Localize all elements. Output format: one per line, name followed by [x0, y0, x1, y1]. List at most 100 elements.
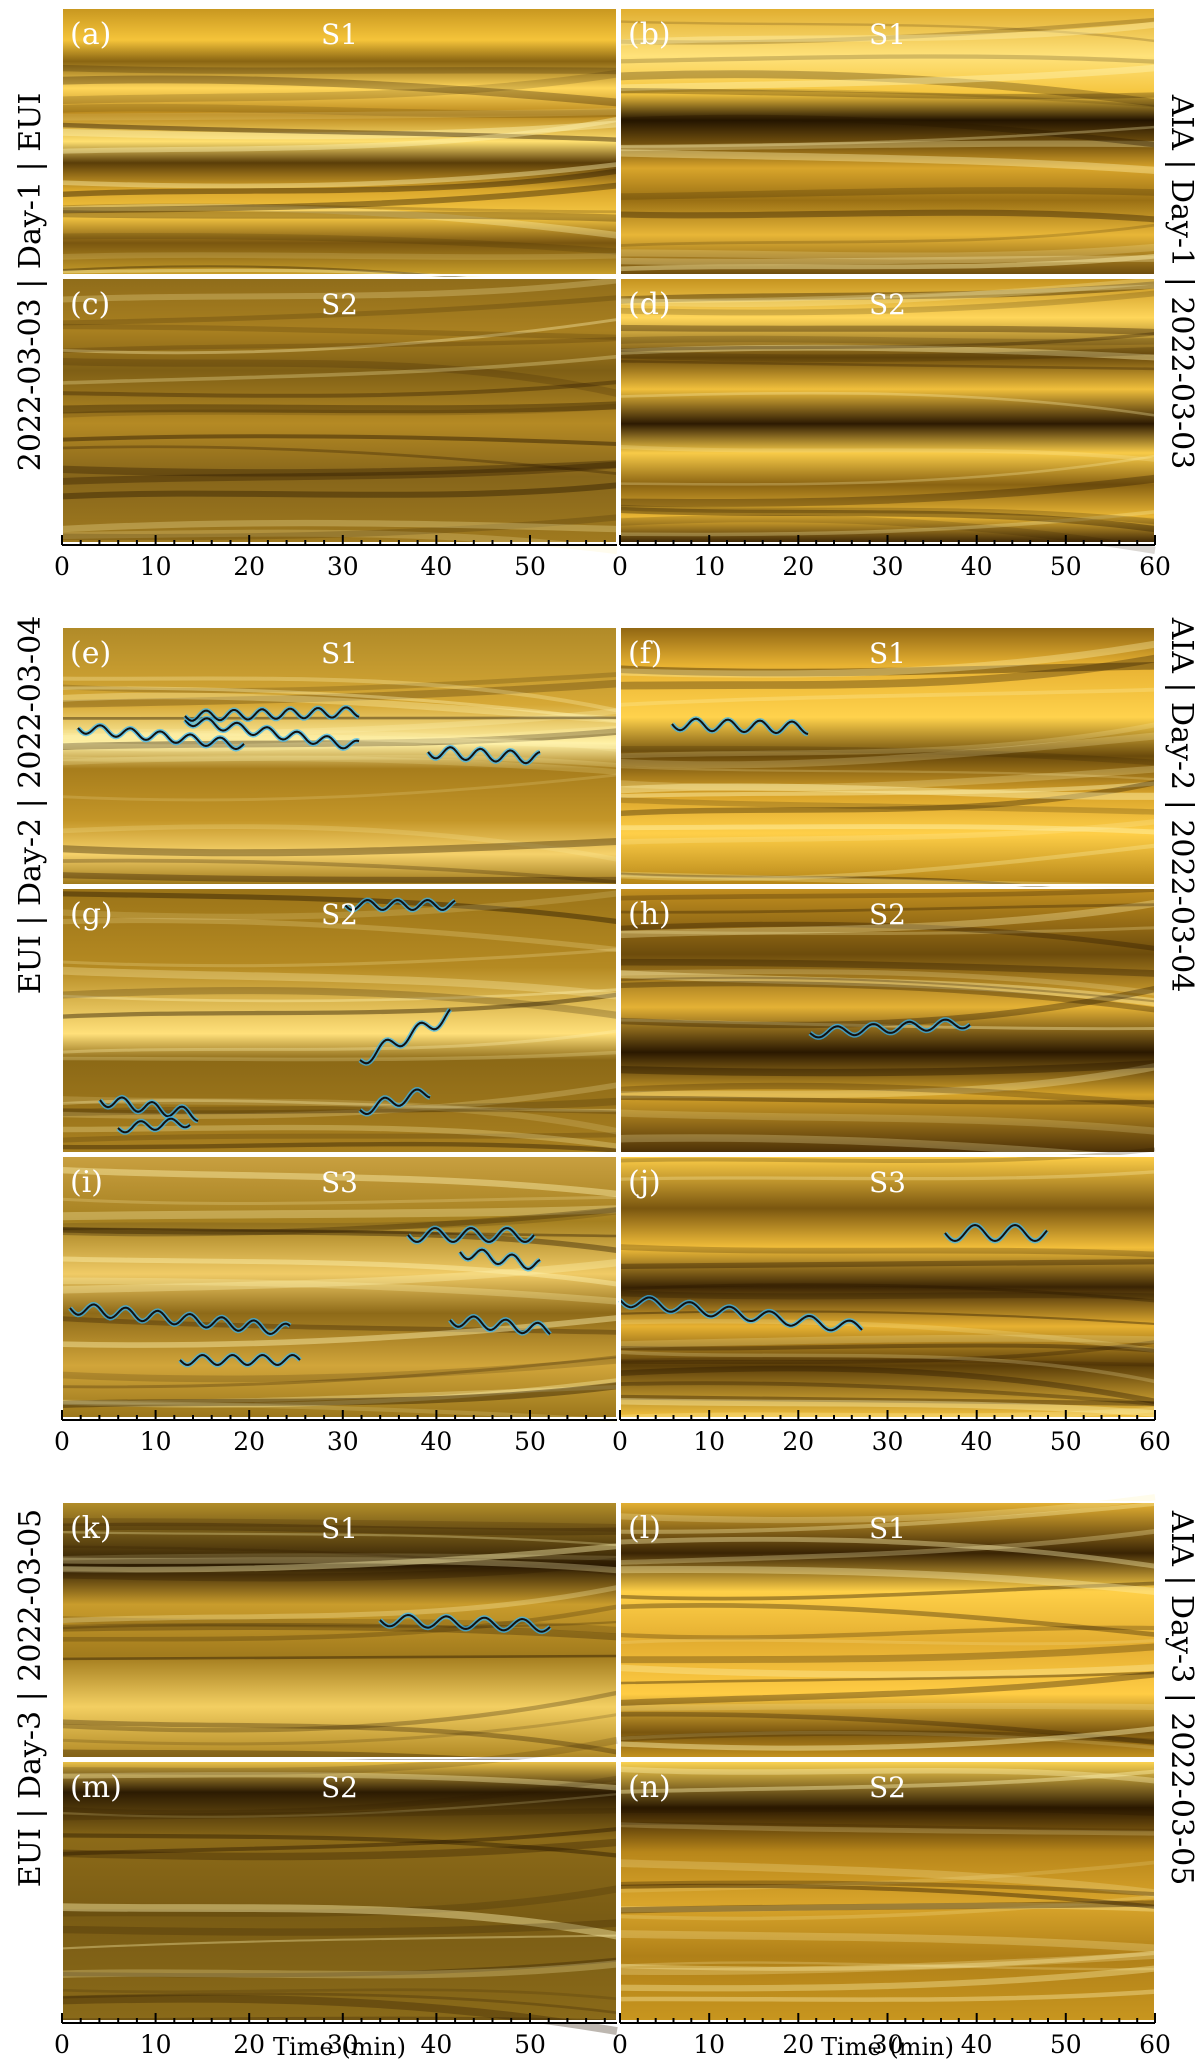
- x-axis-left-2: 0 10 20 30 40 50: [54, 1410, 617, 1456]
- panel-letter: (e): [70, 636, 111, 671]
- panel-texture-streak: [61, 233, 618, 255]
- panel-f: (f) S1: [619, 626, 1156, 907]
- panel-texture-streak: [619, 1769, 1156, 1794]
- panel-texture-streak: [61, 252, 618, 260]
- panel-texture-streak: [619, 766, 1156, 781]
- panel-texture-streak: [619, 1894, 1156, 1921]
- panel-texture-streak: [619, 824, 1156, 835]
- panel-texture-streak: [619, 335, 1156, 346]
- panel-image: [62, 627, 617, 885]
- panel-texture-streak: [619, 1822, 1156, 1832]
- panel-texture-streak: [61, 672, 618, 693]
- panel-texture-streak: [61, 1775, 618, 1816]
- panel-border: [61, 7, 618, 276]
- panel-texture-streak: [619, 765, 1156, 791]
- panel-texture-streak: [619, 187, 1156, 200]
- tick-label: 50: [1050, 2030, 1082, 2059]
- panel-texture-streak: [61, 162, 618, 189]
- panel-texture-streak: [619, 454, 1156, 486]
- panel-texture-streak: [619, 1989, 1156, 2002]
- panel-texture-streak: [619, 88, 1156, 108]
- panel-texture-streak: [619, 87, 1156, 100]
- panel-image: [62, 1761, 617, 2021]
- panel-texture-streak: [619, 1095, 1156, 1105]
- panel-texture-streak: [61, 692, 618, 724]
- panel-texture-streak: [619, 281, 1156, 304]
- panel-texture-streak: [61, 1885, 618, 1917]
- panel-texture-streak: [61, 1141, 618, 1153]
- panel-texture-streak: [61, 1838, 618, 1861]
- panel-texture-streak: [619, 1565, 1156, 1595]
- panel-texture-streak: [61, 103, 618, 119]
- tick-label: 10: [693, 1427, 725, 1456]
- panel-image: [620, 1156, 1155, 1418]
- panel-texture-streak: [619, 504, 1156, 525]
- panel-e: (e) S1: [61, 626, 618, 886]
- panel-letter: (f): [628, 636, 663, 671]
- oscillation-fit-curve: [407, 1227, 535, 1243]
- panel-texture-streak: [619, 1536, 1156, 1569]
- panel-border: [61, 1501, 618, 1759]
- panel-texture-streak: [619, 1671, 1156, 1706]
- panel-texture-streak: [619, 926, 1156, 936]
- panel-texture-streak: [619, 843, 1156, 882]
- panel-letter: (a): [70, 17, 111, 52]
- panel-texture-streak: [619, 1259, 1156, 1270]
- x-axis-title: Time (min): [273, 2033, 406, 2059]
- panel-texture-streak: [619, 1018, 1156, 1031]
- panel-texture-streak: [61, 519, 618, 533]
- panel-letter: (h): [628, 897, 671, 932]
- panel-texture-streak: [619, 54, 1156, 64]
- panel-texture-streak: [61, 1553, 618, 1561]
- tick-label: 30: [872, 2030, 904, 2059]
- panel-texture-streak: [61, 1772, 618, 1791]
- right-side-label-day2: AIA | Day-2 | 2022-03-04: [1164, 617, 1199, 993]
- panel-texture-streak: [61, 1960, 618, 1979]
- panel-texture-streak: [61, 858, 618, 884]
- tick-label: 60: [1139, 2030, 1171, 2059]
- slit-label: S1: [321, 1512, 358, 1545]
- tick-label: 10: [140, 2030, 172, 2059]
- panel-texture-streak: [619, 640, 1156, 678]
- oscillation-fit-curve: [69, 1303, 291, 1336]
- panel-texture-streak: [61, 120, 618, 140]
- tick-label: 40: [420, 552, 452, 581]
- tick-label: 30: [327, 2030, 359, 2059]
- panel-texture-streak: [619, 255, 1156, 266]
- panel-texture-streak: [61, 336, 618, 353]
- tick-label: 0: [612, 552, 628, 581]
- panel-letter: (l): [628, 1511, 661, 1546]
- panel-k: (k) S1: [61, 1501, 618, 1777]
- panel-texture-streak: [619, 1343, 1156, 1353]
- panel-texture-streak: [61, 1736, 618, 1775]
- slit-label: S1: [869, 637, 906, 670]
- panel-texture-streak: [61, 890, 618, 920]
- panel-texture-streak: [61, 1226, 618, 1254]
- panel-m: (m) S2: [61, 1736, 618, 2036]
- panel-texture-streak: [61, 122, 618, 142]
- right-side-label-day1: AIA | Day-1 | 2022-03-03: [1164, 94, 1199, 470]
- panel-texture-streak: [619, 662, 1156, 677]
- panel-image: [62, 278, 617, 543]
- slit-label: S3: [869, 1166, 906, 1199]
- panel-image: [62, 8, 617, 275]
- panel-texture-streak: [61, 380, 618, 398]
- panel-texture-streak: [61, 403, 618, 418]
- panel-texture-streak: [619, 277, 1156, 308]
- panel-texture-streak: [61, 482, 618, 500]
- oscillation-fit-curve: [944, 1223, 1048, 1243]
- panel-texture-streak: [619, 1643, 1156, 1664]
- panel-texture-streak: [619, 332, 1156, 352]
- panel-texture-streak: [619, 1244, 1156, 1258]
- panel-texture-streak: [619, 1494, 1156, 1524]
- panel-texture-streak: [61, 1096, 618, 1135]
- axes-group: 0 10 20 30 40 50 0 10 20 30 40 50 60 0 10 20 30 40 50 0 10 20…: [54, 535, 1171, 2059]
- panel-letter: (k): [70, 1511, 112, 1546]
- panel-texture-streak: [61, 755, 618, 768]
- oscillation-fit-curve: [809, 1018, 971, 1039]
- panel-g: (g) S2: [61, 887, 618, 1154]
- panel-texture-streak: [61, 1356, 618, 1383]
- panel-texture-streak: [619, 243, 1156, 260]
- panel-texture-streak: [61, 679, 618, 708]
- panel-texture-streak: [619, 797, 1156, 815]
